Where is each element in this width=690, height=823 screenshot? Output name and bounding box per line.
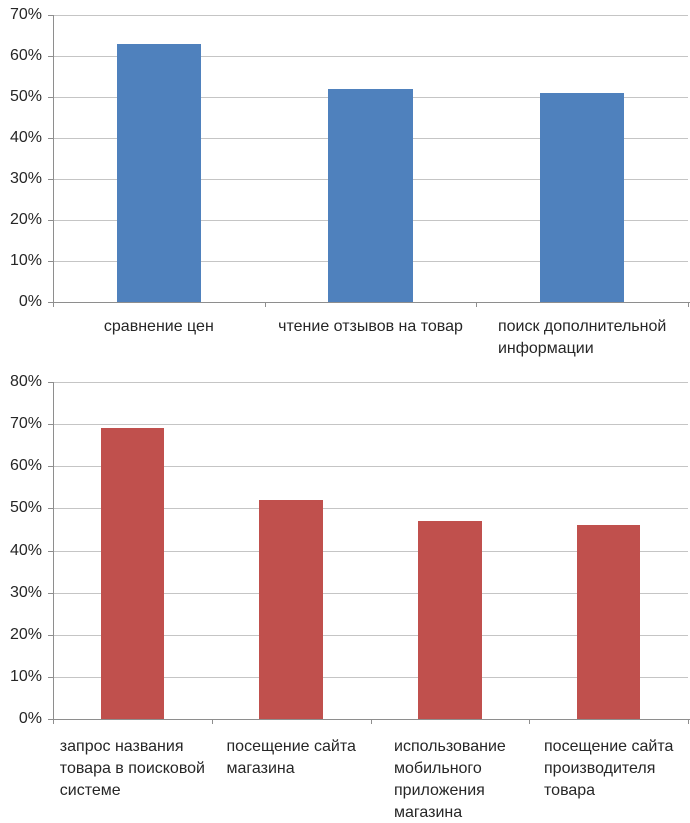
- x-axis-line: [53, 719, 690, 720]
- category-label: сравнение цен: [53, 316, 265, 338]
- category-label: запрос названия товара в поисковой системе: [53, 736, 212, 802]
- y-axis-tick: [48, 56, 53, 57]
- x-axis-line: [53, 302, 690, 303]
- category-label-text: сравнение цен: [103, 318, 214, 335]
- y-axis-tick-label: 50%: [9, 88, 42, 105]
- y-axis-tick: [48, 382, 53, 383]
- category-label-text: поиск дополнительной информации: [497, 318, 667, 357]
- y-axis-tick-label: 30%: [9, 170, 42, 187]
- y-axis-tick: [48, 466, 53, 467]
- x-axis-tick: [53, 302, 54, 307]
- y-axis-tick-label: 10%: [9, 668, 42, 685]
- category-label: использование мобильного приложения магазин…: [371, 736, 530, 823]
- bar: [539, 92, 625, 302]
- x-axis-tick: [476, 302, 478, 307]
- gridline: [53, 15, 688, 16]
- gridline: [53, 56, 688, 57]
- y-axis-tick: [48, 508, 53, 509]
- category-label: посещение сайта магазина: [212, 736, 371, 780]
- y-axis-tick: [48, 220, 53, 221]
- y-axis-tick: [48, 138, 53, 139]
- y-axis-tick: [48, 719, 53, 720]
- y-axis-tick: [48, 15, 53, 16]
- category-label-text: посещение сайта производителя товара: [544, 738, 674, 799]
- y-axis-tick-label: 60%: [9, 457, 42, 474]
- bar: [116, 43, 202, 302]
- x-axis-tick: [211, 719, 213, 724]
- y-axis-tick-label: 60%: [9, 47, 42, 64]
- y-axis-line: [53, 15, 54, 303]
- y-axis-tick-label: 50%: [9, 499, 42, 516]
- y-axis-tick-label: 20%: [9, 626, 42, 643]
- y-axis-line: [53, 382, 54, 720]
- y-axis-tick-label: 70%: [9, 415, 42, 432]
- y-axis-tick: [48, 179, 53, 180]
- bar: [259, 499, 323, 719]
- y-axis-tick: [48, 635, 53, 636]
- y-axis-tick-label: 0%: [18, 710, 42, 727]
- gridline: [53, 424, 688, 425]
- x-axis-tick: [688, 719, 689, 724]
- y-axis-tick-label: 40%: [9, 542, 42, 559]
- x-axis-tick: [53, 719, 54, 724]
- y-axis-tick: [48, 593, 53, 594]
- y-axis-tick-label: 20%: [9, 211, 42, 228]
- gridline: [53, 551, 688, 552]
- x-axis-tick: [370, 719, 372, 724]
- x-axis-tick: [688, 302, 689, 307]
- y-axis-tick: [48, 424, 53, 425]
- y-axis-tick: [48, 97, 53, 98]
- gridline: [53, 635, 688, 636]
- bar: [576, 525, 641, 719]
- gridline: [53, 593, 688, 594]
- y-axis-tick-label: 10%: [9, 252, 42, 269]
- y-axis-tick: [48, 677, 53, 678]
- category-label-text: использование мобильного приложения магазин…: [394, 738, 506, 821]
- category-label-text: посещение сайта магазина: [226, 738, 356, 777]
- y-axis-tick: [48, 302, 53, 303]
- category-label-text: чтение отзывов на товар: [278, 318, 463, 335]
- y-axis-tick-label: 40%: [9, 129, 42, 146]
- bar: [418, 521, 482, 719]
- bar: [100, 428, 165, 719]
- category-label: чтение отзывов на товар: [265, 316, 477, 338]
- bar-chart-bottom-red: 0% 10% 20% 30% 40% 50% 60% 70% 80% запрос названи…: [0, 368, 690, 823]
- bar-chart-top-blue: 0% 10% 20% 30% 40% 50% 60% 70% сравнение цен чтен…: [0, 0, 690, 368]
- category-label: посещение сайта производителя товара: [529, 736, 688, 802]
- gridline: [53, 677, 688, 678]
- gridline: [53, 508, 688, 509]
- y-axis-tick-label: 30%: [9, 584, 42, 601]
- gridline: [53, 466, 688, 467]
- gridline: [53, 382, 688, 383]
- y-axis-tick: [48, 261, 53, 262]
- y-axis-tick-label: 80%: [9, 373, 42, 390]
- x-axis-tick: [529, 719, 531, 724]
- category-label: поиск дополнительной информации: [476, 316, 688, 360]
- y-axis-tick-label: 70%: [9, 6, 42, 23]
- y-axis-tick-label: 0%: [18, 293, 42, 310]
- y-axis-tick: [48, 551, 53, 552]
- category-label-text: запрос названия товара в поисковой системе: [59, 738, 205, 799]
- bar: [328, 88, 413, 302]
- x-axis-tick: [264, 302, 266, 307]
